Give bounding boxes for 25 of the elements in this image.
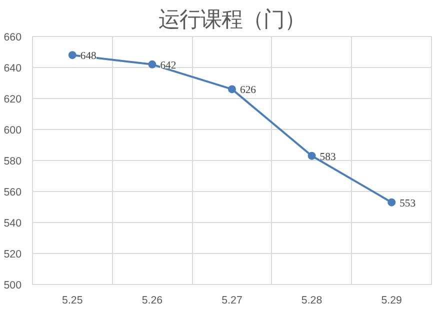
x-tick-label: 5.29 bbox=[381, 294, 402, 306]
y-tick-label: 580 bbox=[4, 156, 22, 168]
point bbox=[148, 60, 156, 68]
y-tick-label: 620 bbox=[4, 94, 22, 106]
x-tick-label: 5.26 bbox=[142, 294, 163, 306]
point bbox=[68, 51, 76, 60]
y-tick-label: 560 bbox=[4, 186, 22, 198]
chart-title: 运行课程（门） bbox=[158, 8, 306, 32]
y-tick-label: 640 bbox=[4, 62, 22, 74]
point bbox=[388, 198, 396, 206]
data-label: 642 bbox=[160, 60, 176, 72]
x-tick-label: 5.27 bbox=[222, 294, 242, 306]
data-label: 553 bbox=[400, 198, 416, 210]
x-tick-label: 5.28 bbox=[301, 294, 322, 306]
data-label: 648 bbox=[80, 51, 96, 62]
y-tick-label: 540 bbox=[4, 218, 22, 230]
y-tick-label: 500 bbox=[4, 280, 22, 292]
data-label: 626 bbox=[240, 85, 257, 96]
y-tick-label: 660 bbox=[4, 32, 22, 44]
point bbox=[308, 152, 316, 160]
y-tick-label: 600 bbox=[4, 124, 22, 136]
y-tick-label: 520 bbox=[4, 248, 22, 260]
point bbox=[228, 85, 236, 94]
x-tick-label: 5.25 bbox=[62, 294, 83, 306]
data-label: 583 bbox=[320, 152, 336, 163]
